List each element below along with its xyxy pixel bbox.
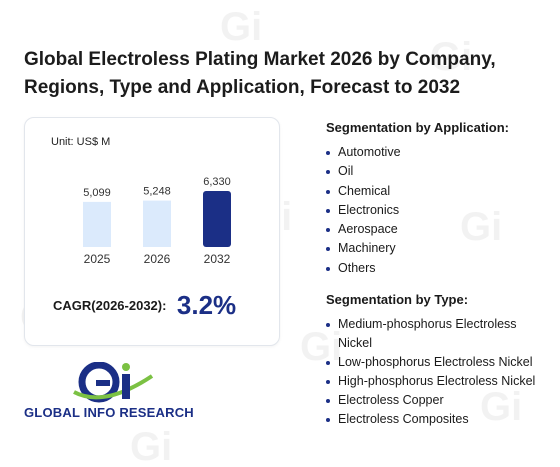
- application-item: Electronics: [326, 201, 546, 220]
- svg-text:Gi: Gi: [220, 5, 262, 49]
- global-info-research-logo: [73, 362, 154, 403]
- type-list: Medium-phosphorus Electroless Nickel Low…: [326, 315, 546, 429]
- svg-text:Gi: Gi: [130, 425, 172, 467]
- application-item: Others: [326, 259, 546, 278]
- application-item: Oil: [326, 162, 546, 181]
- market-size-card: Unit: US$ M 5,099 2025 5,248 2026 6,330 2032 …: [24, 117, 280, 346]
- type-item: Electroless Composites: [326, 410, 546, 429]
- value-label-2025: 5,099: [83, 187, 111, 199]
- bar-2032: [203, 191, 231, 247]
- application-segmentation: Segmentation by Application: Automotive …: [326, 120, 546, 278]
- page-title: Global Electroless Plating Market 2026 b…: [24, 49, 496, 98]
- bar-2026: [143, 200, 171, 247]
- type-item: Electroless Copper: [326, 391, 546, 410]
- value-label-2026: 5,248: [143, 186, 171, 198]
- value-label-2032: 6,330: [203, 176, 231, 188]
- application-item: Automotive: [326, 143, 546, 162]
- category-label-2025: 2025: [84, 252, 111, 266]
- cagr-row: CAGR(2026-2032): 3.2%: [53, 290, 236, 321]
- type-segmentation: Segmentation by Type: Medium-phosphorus …: [326, 292, 546, 429]
- application-list: Automotive Oil Chemical Electronics Aero…: [326, 143, 546, 278]
- unit-label: Unit: US$ M: [51, 136, 111, 148]
- category-label-2026: 2026: [144, 252, 171, 266]
- type-heading: Segmentation by Type:: [326, 292, 469, 307]
- application-item: Chemical: [326, 182, 546, 201]
- application-heading: Segmentation by Application:: [326, 120, 509, 135]
- type-item: Medium-phosphorus Electroless Nickel: [326, 315, 546, 353]
- cagr-value: 3.2%: [176, 290, 237, 320]
- bar-2025: [83, 201, 111, 247]
- application-item: Aerospace: [326, 220, 546, 239]
- category-label-2032: 2032: [204, 252, 231, 266]
- logo-text: GLOBAL INFO RESEARCH: [24, 405, 194, 420]
- cagr-label: CAGR(2026-2032):: [53, 298, 167, 313]
- market-size-chart: 5,099 2025 5,248 2026 6,330 2032: [83, 176, 231, 266]
- type-item: High-phosphorus Electroless Nickel: [326, 372, 546, 391]
- type-item: Low-phosphorus Electroless Nickel: [326, 353, 546, 372]
- application-item: Machinery: [326, 239, 546, 258]
